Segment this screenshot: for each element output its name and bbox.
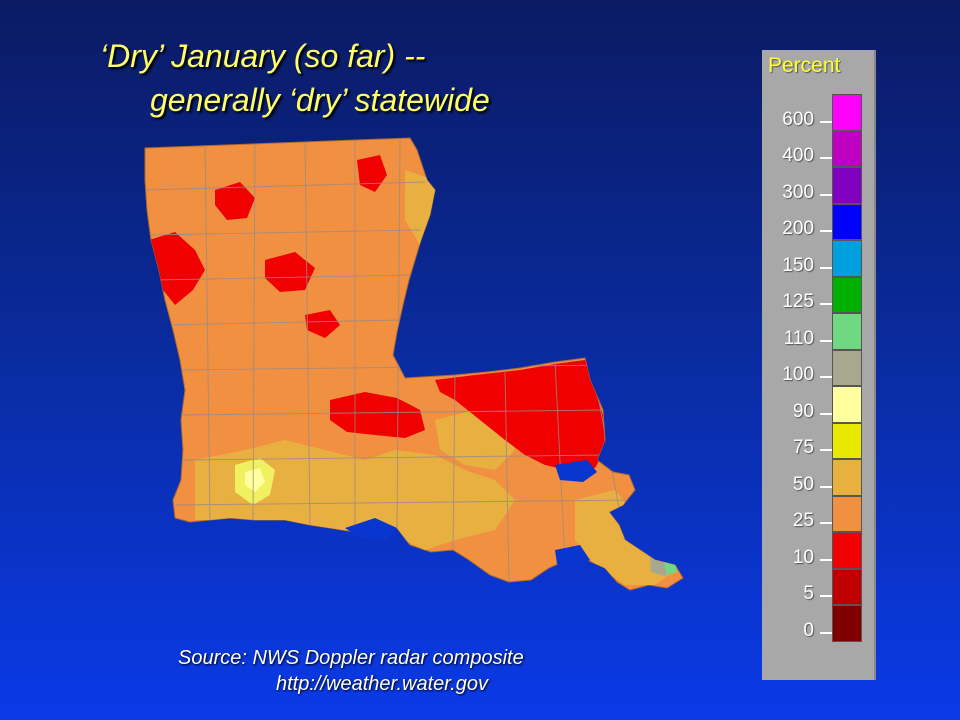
legend-swatch-5 — [832, 568, 862, 605]
slide-title: ‘Dry’ January (so far) -- generally ‘dry… — [100, 34, 740, 122]
legend-tick — [820, 157, 832, 159]
legend-label-110: 110 — [783, 327, 814, 349]
parish-line — [452, 374, 456, 551]
louisiana-precip-map — [135, 120, 695, 610]
legend-label-200: 200 — [782, 218, 814, 239]
title-line-2: generally ‘dry’ statewide — [150, 82, 490, 118]
legend-tick — [820, 558, 832, 561]
region-10-25-central — [265, 252, 315, 292]
legend-tick — [820, 376, 832, 378]
region-10-25-ne — [357, 155, 387, 192]
legend-swatch-50 — [832, 459, 862, 496]
legend-swatch-75 — [832, 422, 862, 459]
parish-line — [174, 499, 636, 506]
legend-tick — [820, 595, 832, 597]
legend-tick — [820, 193, 832, 196]
legend-swatch-0 — [832, 605, 862, 642]
legend-label-10: 10 — [792, 546, 814, 568]
legend-swatch-90 — [832, 386, 862, 423]
region-10-25-central-2 — [305, 310, 340, 338]
parish-line — [252, 139, 256, 521]
legend-label-100: 100 — [782, 364, 814, 385]
source-url: http://weather.water.gov — [276, 673, 488, 695]
legend-tick — [820, 631, 832, 634]
legend-tick — [820, 449, 832, 451]
legend-label-600: 600 — [782, 108, 814, 130]
vermilion-bay — [345, 518, 397, 540]
parish-line — [145, 181, 426, 191]
legend-swatch-200 — [832, 203, 862, 240]
parish-line — [504, 369, 510, 583]
lake-pontchartrain — [555, 460, 597, 482]
legend-label-400: 400 — [782, 145, 814, 166]
legend-swatch-300 — [832, 167, 862, 204]
legend-label-50: 50 — [792, 473, 814, 495]
map-svg — [144, 137, 684, 591]
legend-tick — [820, 266, 832, 269]
legend-swatch-600 — [832, 94, 862, 131]
source-line-1: Source: NWS Doppler radar composite — [178, 647, 524, 669]
legend-title: Percent — [768, 54, 841, 77]
legend-label-5: 5 — [803, 583, 814, 604]
parish-line — [146, 229, 421, 236]
legend-label-75: 75 — [792, 437, 814, 458]
legend-tick — [820, 230, 832, 232]
legend-tick — [820, 303, 832, 305]
parish-line — [554, 361, 566, 561]
legend-swatch-100 — [832, 349, 862, 386]
region-10-25-nw — [149, 232, 205, 305]
legend-tick — [820, 339, 832, 342]
title-line-1: ‘Dry’ January (so far) -- — [100, 38, 426, 74]
region-10-25-florida-parishes — [435, 360, 605, 472]
legend-label-90: 90 — [792, 400, 814, 422]
parish-line — [204, 139, 211, 521]
source-caption: Source: NWS Doppler radar composite http… — [178, 645, 524, 697]
legend-label-25: 25 — [792, 510, 814, 531]
barataria-bay — [555, 545, 590, 570]
region-10-25-atchafalaya — [330, 392, 425, 438]
legend-swatch-125 — [832, 276, 862, 313]
legend-tick — [820, 120, 832, 123]
parish-line — [179, 409, 606, 416]
legend-tick — [820, 412, 832, 415]
legend-label-0: 0 — [803, 619, 814, 641]
region-10-25-north — [215, 182, 255, 220]
legend-swatch-25 — [832, 495, 862, 532]
legend-swatch-10 — [832, 532, 862, 569]
legend-tick — [820, 522, 832, 524]
legend-label-125: 125 — [782, 291, 814, 312]
parish-line — [174, 364, 606, 371]
legend-label-300: 300 — [782, 181, 814, 203]
legend-swatches — [832, 94, 862, 642]
legend-tick — [820, 485, 832, 488]
color-legend: Percent 600 400 300 200 150 125 110 100 90 75 50 25… — [762, 50, 876, 680]
parish-line — [164, 319, 401, 326]
parish-line — [154, 274, 411, 281]
legend-swatch-400 — [832, 130, 862, 167]
legend-swatch-150 — [832, 240, 862, 277]
legend-swatch-110 — [832, 313, 862, 350]
legend-label-150: 150 — [782, 254, 814, 276]
parish-line — [304, 138, 311, 526]
region-90-100-sw — [245, 468, 265, 492]
